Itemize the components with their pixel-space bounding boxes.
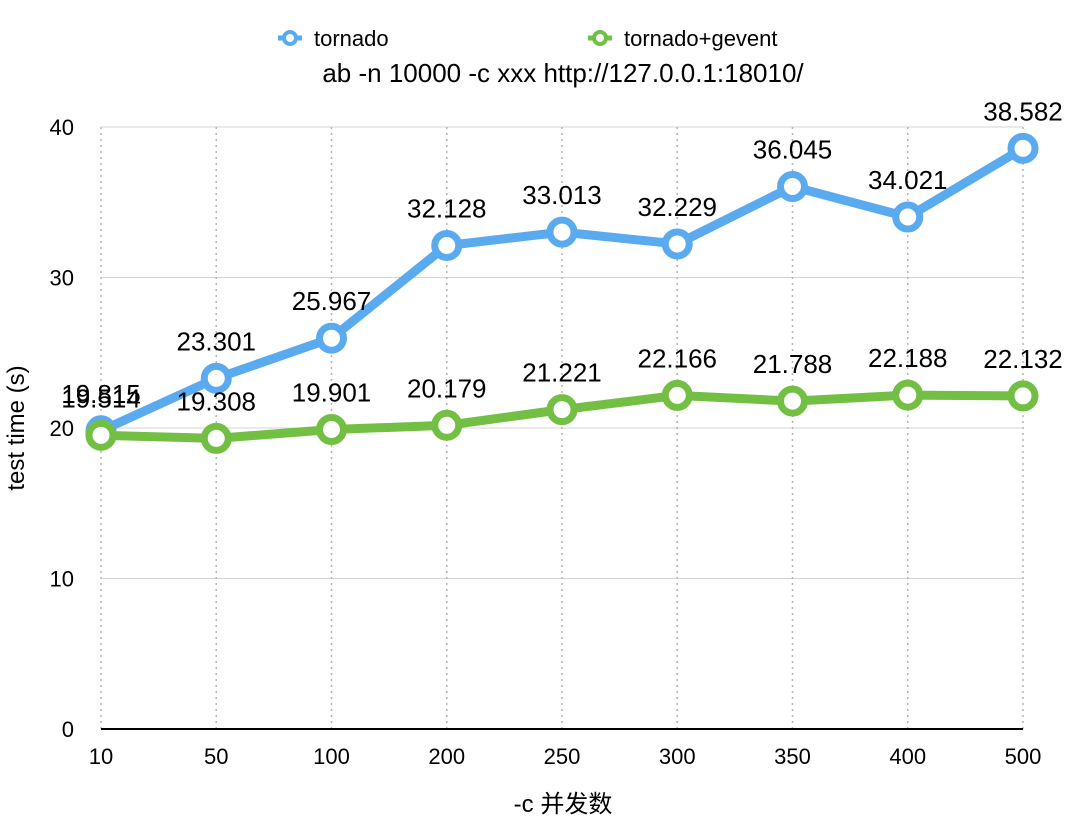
legend-label-tornado: tornado <box>314 26 389 51</box>
legend-label-tornado-gevent: tornado+gevent <box>624 26 778 51</box>
legend-marker-tornado-gevent <box>592 30 608 46</box>
data-label-tornado-gevent: 22.188 <box>868 343 948 373</box>
y-tick-label: 30 <box>50 266 74 291</box>
data-point-tornado-gevent[interactable] <box>892 379 924 411</box>
data-point-tornado-gevent[interactable] <box>85 419 117 451</box>
data-point-tornado-gevent[interactable] <box>431 409 463 441</box>
data-point-tornado[interactable] <box>431 229 463 261</box>
data-label-tornado-gevent: 22.132 <box>983 344 1063 374</box>
x-tick-label: 50 <box>204 744 228 769</box>
chart-title: ab -n 10000 -c xxx http://127.0.0.1:1801… <box>322 58 804 88</box>
data-point-tornado[interactable] <box>200 362 232 394</box>
data-label-tornado-gevent: 21.221 <box>522 358 602 388</box>
x-axis-ticks: 10 50 100 200 250 300 350 400 500 <box>89 744 1042 769</box>
y-tick-label: 10 <box>50 567 74 592</box>
legend-item-tornado[interactable]: tornado <box>278 26 389 51</box>
series-tornado-gevent: 19.514 19.308 19.901 20.179 21.221 22.166 21.7… <box>61 343 1063 454</box>
x-tick-label: 100 <box>313 744 350 769</box>
x-axis-title: -c 并发数 <box>514 791 613 818</box>
data-point-tornado[interactable] <box>892 201 924 233</box>
legend-marker-tornado <box>282 30 298 46</box>
data-point-tornado-gevent[interactable] <box>1007 380 1039 412</box>
data-point-tornado[interactable] <box>661 228 693 260</box>
x-tick-label: 350 <box>774 744 811 769</box>
data-label-tornado: 36.045 <box>753 135 833 165</box>
data-label-tornado: 33.013 <box>522 180 602 210</box>
data-label-tornado-gevent: 21.788 <box>753 349 833 379</box>
y-tick-label: 40 <box>50 115 74 140</box>
y-tick-label: 20 <box>50 416 74 441</box>
data-label-tornado: 32.128 <box>407 193 487 223</box>
x-tick-label: 10 <box>89 744 113 769</box>
y-tick-label: 0 <box>62 717 74 742</box>
data-label-tornado: 25.967 <box>292 286 372 316</box>
data-label-tornado: 38.582 <box>983 96 1063 126</box>
data-point-tornado-gevent[interactable] <box>200 422 232 454</box>
data-point-tornado-gevent[interactable] <box>777 385 808 417</box>
legend: tornado tornado+gevent <box>278 26 778 51</box>
data-point-tornado[interactable] <box>316 322 347 354</box>
data-label-tornado: 34.021 <box>868 165 948 195</box>
x-tick-label: 250 <box>544 744 581 769</box>
data-label-tornado-gevent: 20.179 <box>407 373 487 403</box>
data-point-tornado-gevent[interactable] <box>316 413 347 445</box>
data-label-tornado-gevent: 22.166 <box>637 343 717 373</box>
series-layer: 19.815 23.301 25.967 32.128 33.013 32.229 36.0… <box>61 96 1063 454</box>
data-label-tornado: 32.229 <box>637 192 717 222</box>
x-tick-label: 300 <box>659 744 696 769</box>
x-tick-label: 200 <box>428 744 465 769</box>
data-point-tornado-gevent[interactable] <box>546 394 578 426</box>
data-point-tornado[interactable] <box>546 216 578 248</box>
y-axis-title: test time (s) <box>3 365 30 490</box>
legend-item-tornado-gevent[interactable]: tornado+gevent <box>588 26 778 51</box>
data-label-tornado-gevent: 19.308 <box>176 386 256 416</box>
y-axis-ticks: 0 10 20 30 40 <box>50 115 74 742</box>
data-label-tornado: 19.815 <box>61 379 141 409</box>
data-point-tornado-gevent[interactable] <box>661 379 693 411</box>
data-label-tornado-gevent: 19.514 <box>61 383 141 413</box>
x-tick-label: 500 <box>1005 744 1042 769</box>
x-tick-label: 400 <box>889 744 926 769</box>
data-label-tornado-gevent: 19.901 <box>292 377 372 407</box>
data-point-tornado[interactable] <box>777 171 808 203</box>
data-point-tornado[interactable] <box>1007 132 1039 164</box>
data-label-tornado: 23.301 <box>176 326 256 356</box>
